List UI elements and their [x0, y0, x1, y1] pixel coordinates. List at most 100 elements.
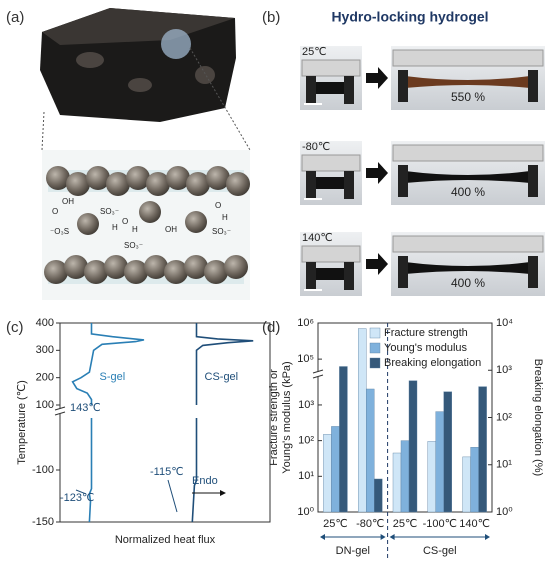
particle: [224, 255, 248, 279]
y-tick-label: 10³: [298, 399, 314, 411]
series-label: CS-gel: [205, 371, 239, 383]
clamp: [344, 262, 354, 290]
clamp: [528, 256, 538, 288]
ruler: [392, 235, 544, 253]
chem-label: O: [215, 201, 221, 210]
panel-title: Hydro-locking hydrogel: [331, 9, 488, 25]
chem-label: H: [222, 213, 228, 222]
clamp: [528, 165, 538, 197]
y-tick-label: 400: [36, 317, 54, 329]
bar: [478, 386, 487, 513]
break-mark: [312, 369, 324, 374]
particle: [46, 166, 70, 190]
x-tick-label: -100℃: [423, 518, 457, 530]
y-tick-label: 100: [36, 399, 54, 411]
chem-label: SO₃⁻: [100, 207, 119, 216]
annotation: 143℃: [70, 402, 101, 414]
heat-flux-curve: [71, 323, 145, 523]
y-tick-label: 10⁵: [297, 353, 314, 365]
bar: [392, 452, 402, 513]
ruler: [301, 154, 361, 172]
legend-label: Young's modulus: [384, 342, 468, 354]
particle: [186, 172, 210, 196]
particle: [164, 260, 188, 284]
annotation: -115℃: [150, 466, 184, 478]
particle: [126, 166, 150, 190]
clamp: [306, 76, 316, 104]
bar: [408, 380, 418, 513]
x-axis-label: Normalized heat flux: [115, 534, 216, 546]
arrow: [75, 489, 87, 495]
annotation: -123℃: [60, 492, 94, 504]
particle: [84, 260, 108, 284]
temperature-label: 140℃: [302, 232, 333, 244]
arrow-head: [220, 490, 226, 496]
bar: [435, 411, 444, 513]
panel-label: (c): [6, 319, 24, 336]
particle: [66, 172, 90, 196]
temperature-label: 25℃: [302, 46, 327, 58]
arrow: [167, 479, 178, 513]
particle: [124, 260, 148, 284]
bar-chart: 10⁰ 10¹ 10² 10³ 10⁵ 10⁶ 10⁰ 10¹ 10² 10³ 10⁴ Fractur…: [268, 317, 544, 560]
chem-label: H: [112, 223, 118, 232]
temperature-label: -80℃: [302, 141, 330, 153]
y-tick-label: 10²: [298, 435, 314, 447]
bar: [443, 391, 452, 513]
bar: [400, 440, 410, 513]
annotation: Endo: [192, 475, 218, 487]
bar: [339, 366, 348, 513]
particle: [146, 172, 170, 196]
y-tick-label: 10⁶: [297, 317, 314, 329]
chem-label: ⁻O₃S: [50, 227, 69, 236]
legend-label: Fracture strength: [384, 327, 468, 339]
particle: [206, 166, 230, 190]
zoom-line: [41, 111, 45, 151]
gel: [314, 177, 346, 189]
panel-label: (b): [262, 9, 280, 26]
bar: [358, 328, 367, 513]
group-label: DN-gel: [336, 545, 370, 557]
gel: [405, 171, 530, 183]
group-label: CS-gel: [423, 545, 457, 557]
y2-tick-label: 10⁰: [496, 506, 513, 518]
chem-label: SO₃⁻: [212, 227, 231, 236]
y-tick-label: 10⁰: [297, 506, 314, 518]
clamp: [344, 171, 354, 199]
clamp: [398, 256, 408, 288]
y-axis-label: Young's modulus (kPa): [281, 361, 293, 473]
dsc-chart: 100 200 300 400 -150 -100 Temperature (℃) Norma…: [16, 317, 271, 546]
chem-label: O: [52, 207, 58, 216]
chem-label: OH: [62, 197, 74, 206]
porous-block: [40, 8, 236, 122]
clamp: [306, 171, 316, 199]
legend-swatch: [369, 342, 381, 354]
y2-tick-label: 10²: [496, 411, 512, 423]
chem-label: OH: [165, 225, 177, 234]
particle: [44, 260, 68, 284]
y-tick-label: 300: [36, 344, 54, 356]
gel: [405, 76, 530, 88]
heat-flux-curve: [191, 323, 254, 523]
clamp: [344, 76, 354, 104]
bar: [366, 388, 375, 513]
ruler: [301, 245, 361, 263]
photo-rows: 25℃ 550 % -80℃ 400 % 140℃ 400 %: [300, 46, 545, 296]
legend-swatch: [369, 357, 381, 369]
bar: [374, 478, 383, 513]
clamp: [528, 70, 538, 102]
particles: [44, 166, 250, 284]
bar: [427, 441, 436, 513]
arrow-head: [389, 534, 395, 540]
arrow: [366, 67, 388, 89]
y-tick-label: 200: [36, 372, 54, 384]
strain-label: 550 %: [451, 90, 485, 104]
y-axis-label: Temperature (℃): [16, 380, 28, 465]
gel: [314, 268, 346, 280]
strain-label: 400 %: [451, 185, 485, 199]
chemical-labels: O OH ⁻O₃S SO₃⁻ H O H OH SO₃⁻ O H SO₃⁻: [50, 197, 231, 250]
arrow-head: [380, 534, 386, 540]
arrow: [366, 253, 388, 275]
x-tick-label: -80℃: [356, 518, 384, 530]
arrow-head: [320, 534, 325, 540]
